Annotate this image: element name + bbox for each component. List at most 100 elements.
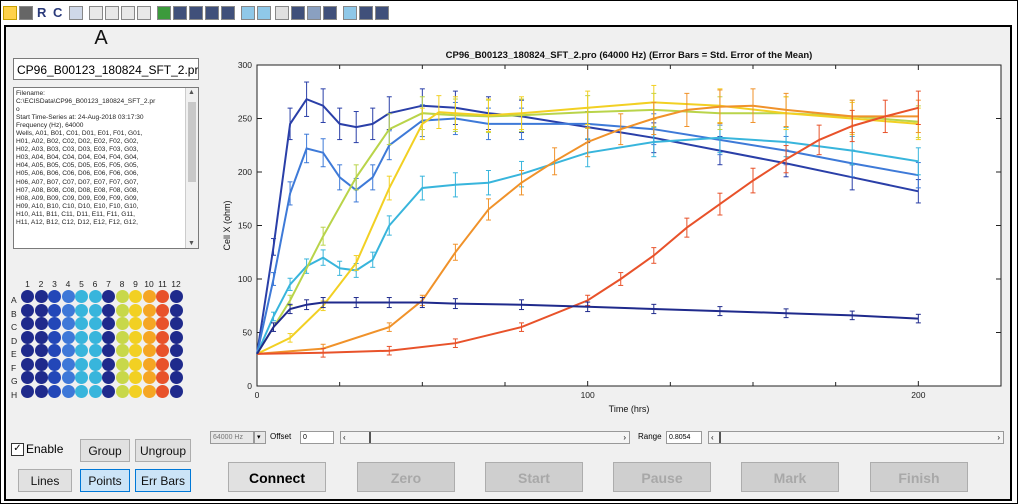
- well-E9[interactable]: [129, 344, 142, 357]
- well-H9[interactable]: [129, 384, 142, 398]
- well-G7[interactable]: [102, 371, 115, 384]
- well-C6[interactable]: [88, 317, 102, 330]
- well-E10[interactable]: [142, 344, 156, 357]
- grid-layout-3-icon[interactable]: [205, 6, 219, 20]
- well-A10[interactable]: [142, 290, 156, 303]
- zero-button[interactable]: Zero: [357, 462, 455, 492]
- well-D10[interactable]: [142, 330, 156, 344]
- well-A3[interactable]: [48, 290, 61, 303]
- err-bars-button[interactable]: Err Bars: [135, 469, 191, 492]
- well-D3[interactable]: [48, 330, 61, 344]
- well-D2[interactable]: [34, 330, 48, 344]
- well-C4[interactable]: [61, 317, 75, 330]
- well-A5[interactable]: [75, 290, 88, 303]
- well-E4[interactable]: [61, 344, 75, 357]
- settings-icon[interactable]: [69, 6, 83, 20]
- well-D11[interactable]: [156, 330, 169, 344]
- start-button[interactable]: Start: [485, 462, 583, 492]
- frequency-select[interactable]: 64000 Hz: [210, 431, 254, 444]
- well-A11[interactable]: [156, 290, 169, 303]
- well-F11[interactable]: [156, 357, 169, 371]
- points-button[interactable]: Points: [80, 469, 130, 492]
- table-icon[interactable]: [291, 6, 305, 20]
- well-C8[interactable]: [115, 317, 129, 330]
- well-A9[interactable]: [129, 290, 142, 303]
- well-F4[interactable]: [61, 357, 75, 371]
- chart-2-icon[interactable]: [257, 6, 271, 20]
- well-E12[interactable]: [169, 344, 183, 357]
- folder-icon[interactable]: [3, 6, 17, 20]
- scroll-thumb[interactable]: [188, 102, 196, 182]
- offset-slider-thumb[interactable]: [369, 432, 371, 443]
- well-E8[interactable]: [115, 344, 129, 357]
- well-G10[interactable]: [142, 371, 156, 384]
- offset-input[interactable]: 0: [300, 431, 334, 444]
- well-E5[interactable]: [75, 344, 88, 357]
- well-C7[interactable]: [102, 317, 115, 330]
- well-C10[interactable]: [142, 317, 156, 330]
- resistance-button[interactable]: R: [37, 5, 47, 20]
- well-G2[interactable]: [34, 371, 48, 384]
- well-C11[interactable]: [156, 317, 169, 330]
- group-button[interactable]: Group: [80, 439, 130, 462]
- chart-icon[interactable]: [241, 6, 255, 20]
- range-input[interactable]: 0.8054: [666, 431, 702, 444]
- well-F1[interactable]: [21, 357, 34, 371]
- offset-slider[interactable]: ‹ ›: [340, 431, 630, 444]
- well-D7[interactable]: [102, 330, 115, 344]
- well-G12[interactable]: [169, 371, 183, 384]
- well-A6[interactable]: [88, 290, 102, 303]
- well-H3[interactable]: [48, 384, 61, 398]
- well-F5[interactable]: [75, 357, 88, 371]
- well-H6[interactable]: [88, 384, 102, 398]
- lines-button[interactable]: Lines: [18, 469, 72, 492]
- file-info-panel[interactable]: Filename: C:\ECISData\CP96_B00123_180824_…: [13, 87, 199, 249]
- pause-button[interactable]: Pause: [613, 462, 711, 492]
- well-H10[interactable]: [142, 384, 156, 398]
- well-B3[interactable]: [48, 303, 61, 317]
- well-G5[interactable]: [75, 371, 88, 384]
- range-slider-right-icon[interactable]: ›: [997, 433, 1000, 442]
- well-B7[interactable]: [102, 303, 115, 317]
- ungroup-button[interactable]: Ungroup: [135, 439, 191, 462]
- well-F7[interactable]: [102, 357, 115, 371]
- well-C2[interactable]: [34, 317, 48, 330]
- well-F12[interactable]: [169, 357, 183, 371]
- well-D9[interactable]: [129, 330, 142, 344]
- well-A4[interactable]: [61, 290, 75, 303]
- frequency-dropdown-icon[interactable]: ▾: [254, 431, 266, 444]
- well-F8[interactable]: [115, 357, 129, 371]
- range-slider-left-icon[interactable]: ‹: [711, 433, 714, 442]
- scroll-up-icon[interactable]: ▲: [188, 89, 195, 96]
- well-C5[interactable]: [75, 317, 88, 330]
- well-F6[interactable]: [88, 357, 102, 371]
- well-H12[interactable]: [169, 384, 183, 398]
- well-C3[interactable]: [48, 317, 61, 330]
- well-H11[interactable]: [156, 384, 169, 398]
- well-G3[interactable]: [48, 371, 61, 384]
- close-grid-icon[interactable]: [359, 6, 373, 20]
- well-G1[interactable]: [21, 371, 34, 384]
- well-E11[interactable]: [156, 344, 169, 357]
- well-B6[interactable]: [88, 303, 102, 317]
- data-cursor-icon[interactable]: [137, 6, 151, 20]
- options-icon[interactable]: [375, 6, 389, 20]
- enable-checkbox[interactable]: ✓: [11, 443, 24, 456]
- well-H4[interactable]: [61, 384, 75, 398]
- well-D5[interactable]: [75, 330, 88, 344]
- save-icon[interactable]: [323, 6, 337, 20]
- impedance-chart[interactable]: CP96_B00123_180824_SFT_2.pro (64000 Hz) …: [206, 39, 1009, 427]
- well-G8[interactable]: [115, 371, 129, 384]
- well-H1[interactable]: [21, 384, 34, 398]
- well-D1[interactable]: [21, 330, 34, 344]
- plate-view-icon[interactable]: [157, 6, 171, 20]
- well-B8[interactable]: [115, 303, 129, 317]
- well-G11[interactable]: [156, 371, 169, 384]
- well-H2[interactable]: [34, 384, 48, 398]
- well-D8[interactable]: [115, 330, 129, 344]
- well-B12[interactable]: [169, 303, 183, 317]
- well-F2[interactable]: [34, 357, 48, 371]
- well-C9[interactable]: [129, 317, 142, 330]
- info-icon[interactable]: [343, 6, 357, 20]
- well-B2[interactable]: [34, 303, 48, 317]
